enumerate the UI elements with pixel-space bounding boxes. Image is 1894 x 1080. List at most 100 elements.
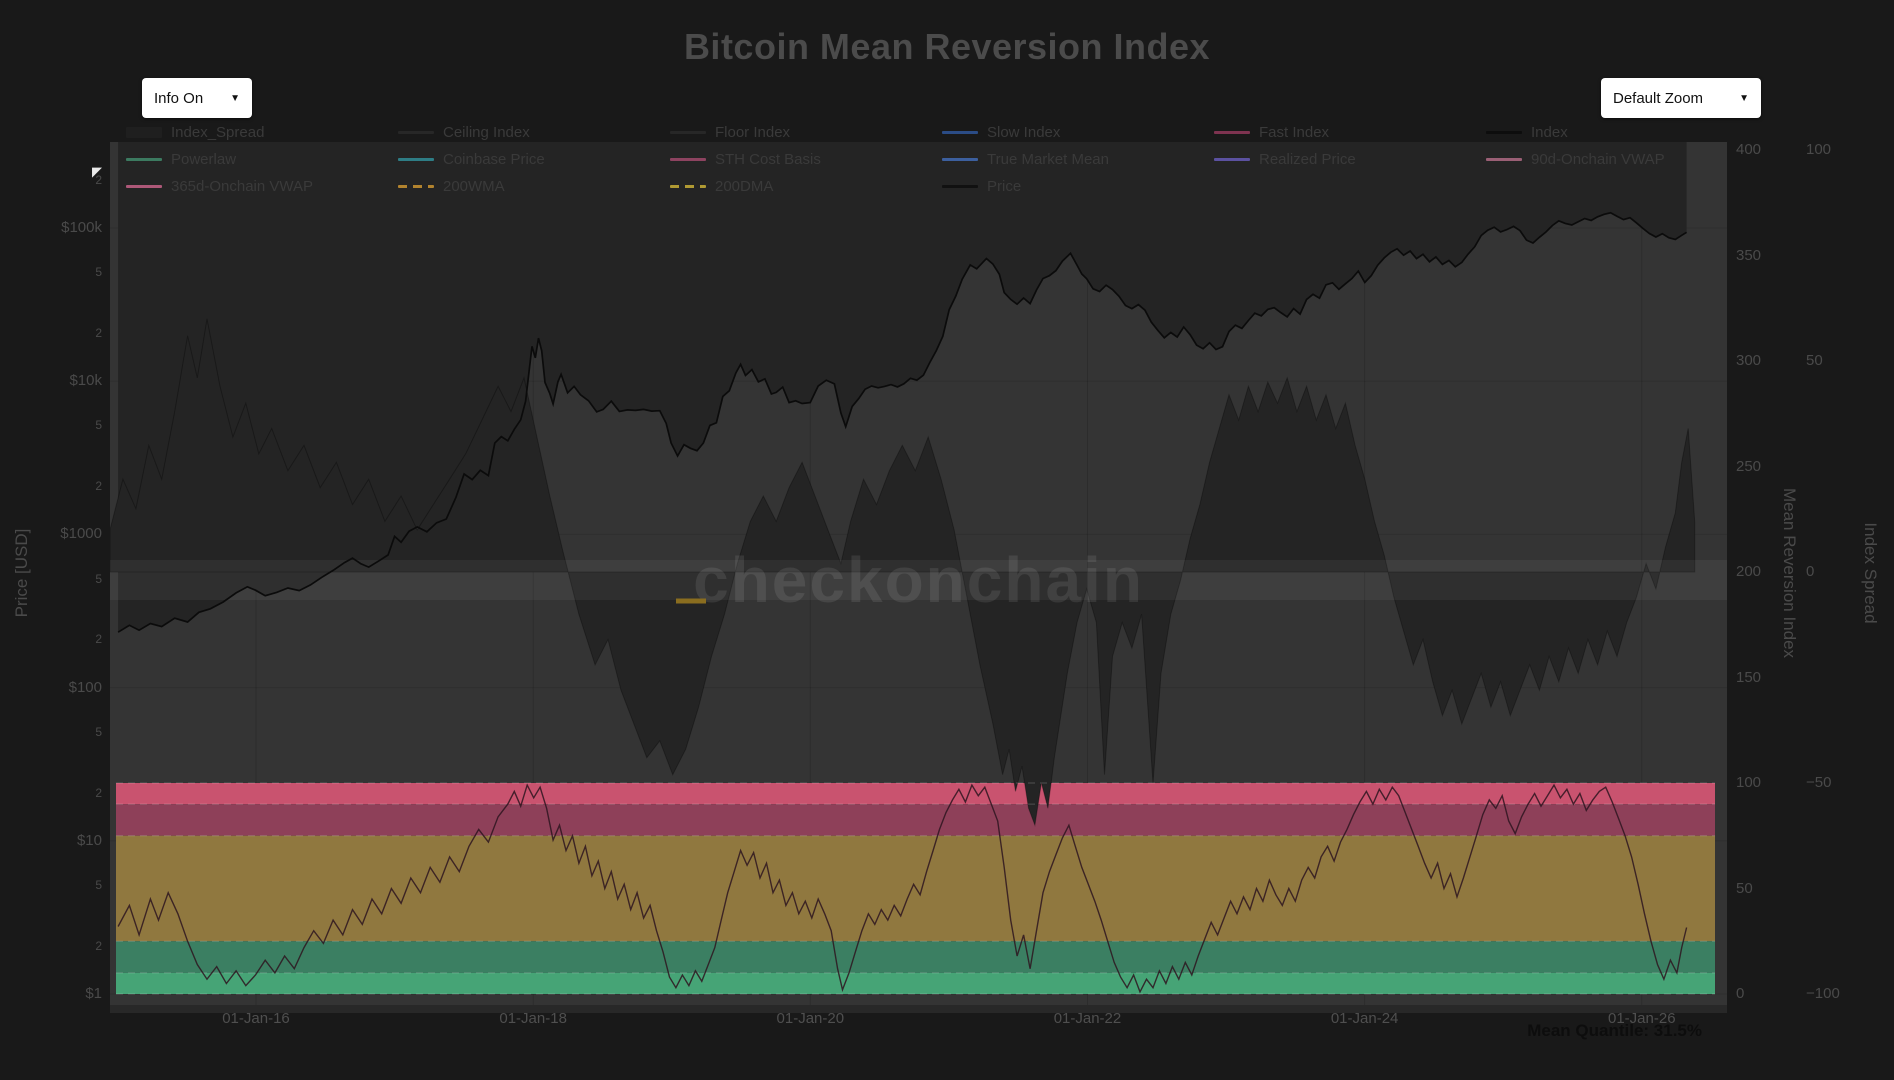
info-dropdown-label: Info On	[154, 89, 204, 107]
price-tick: 5	[95, 265, 102, 280]
legend-swatch-fast-index	[1214, 131, 1250, 134]
price-line	[117, 211, 1688, 633]
x-tick: 01-Jan-20	[776, 1010, 845, 1027]
legend-swatch-powerlaw	[126, 158, 162, 161]
legend-item-coinbase-price[interactable]: Coinbase Price	[382, 151, 654, 168]
legend-label: 365d-Onchain VWAP	[171, 178, 314, 195]
legend-label: Powerlaw	[171, 151, 237, 168]
price-tick: 2	[95, 326, 102, 341]
legend-swatch-index	[1486, 131, 1522, 134]
legend-item-sth-cost-basis[interactable]: STH Cost Basis	[654, 151, 926, 168]
x-tick: 01-Jan-24	[1330, 1010, 1399, 1027]
legend-item-price[interactable]: Price	[926, 178, 1198, 195]
price-tick: $10	[76, 831, 102, 849]
legend-swatch-slow-index	[942, 131, 978, 134]
legend-label: Slow Index	[987, 124, 1061, 141]
zoom-dropdown[interactable]: Default Zoom ▼	[1601, 78, 1761, 118]
legend-item-365d-onchain-vwap[interactable]: 365d-Onchain VWAP	[110, 178, 382, 195]
price-tick: 5	[95, 571, 102, 586]
legend-swatch-200wma	[398, 185, 434, 188]
legend-item-90d-onchain-vwap[interactable]: 90d-Onchain VWAP	[1470, 151, 1742, 168]
price-tick: $10k	[69, 372, 102, 390]
legend-label: Fast Index	[1259, 124, 1330, 141]
plot-area[interactable]: checkonchain	[110, 142, 1727, 1005]
legend-row-1: Index_Spread Ceiling Index Floor Index Slow…	[110, 119, 1770, 146]
mri-tick: 350	[1736, 246, 1762, 264]
legend-label: Index	[1531, 124, 1568, 141]
watermark: checkonchain	[693, 544, 1144, 616]
price-tick: $1000	[60, 525, 102, 543]
legend-label: Coinbase Price	[443, 151, 545, 168]
legend-swatch-floor-index	[670, 131, 706, 134]
mri-tick: 300	[1736, 352, 1762, 369]
price-tick: $100	[68, 678, 102, 696]
legend-swatch-index-spread	[126, 127, 162, 138]
quantile-band-very-low	[116, 972, 1715, 994]
legend-swatch-200dma	[670, 185, 706, 188]
legend-swatch-365d-onchain-vwap	[126, 185, 162, 188]
x-axis-strip	[110, 1005, 1727, 1013]
legend-item-index-spread[interactable]: Index_Spread	[110, 124, 382, 141]
price-tick: 2	[95, 632, 102, 647]
legend-item-true-market-mean[interactable]: True Market Mean	[926, 151, 1198, 168]
legend-label: Floor Index	[715, 124, 791, 141]
legend-swatch-price	[942, 185, 978, 188]
watermark-strip	[110, 560, 1727, 600]
mouse-cursor-icon: ◤	[92, 164, 102, 179]
mri-tick: 100	[1736, 774, 1762, 791]
mri-tick: 150	[1736, 668, 1762, 686]
legend-item-ceiling-index[interactable]: Ceiling Index	[382, 124, 654, 141]
price-tick: 5	[95, 418, 102, 433]
legend: Index_Spread Ceiling Index Floor Index Slow…	[110, 119, 1770, 200]
ceiling-fill	[118, 142, 1687, 633]
x-tick: 01-Jan-26	[1608, 1010, 1676, 1027]
legend-row-3: 365d-Onchain VWAP 200WMA 200DMA Price	[110, 173, 1770, 200]
mri-axis-title: Mean Reversion Index	[1780, 487, 1799, 659]
spread-tick: 100	[1806, 141, 1832, 158]
legend-label: 200DMA	[715, 178, 774, 195]
price-axis-title: Price [USD]	[12, 528, 31, 618]
spread-tick: −100	[1806, 985, 1840, 1002]
legend-item-200wma[interactable]: 200WMA	[382, 178, 654, 195]
mean-quantile-label: Mean Quantile: 31.5%	[1527, 1021, 1702, 1040]
legend-item-index[interactable]: Index	[1470, 124, 1742, 141]
mri-tick: 50	[1736, 879, 1753, 897]
page-title: Bitcoin Mean Reversion Index	[683, 26, 1211, 67]
legend-label: 200WMA	[443, 178, 505, 195]
info-dropdown[interactable]: Info On ▼	[142, 78, 252, 118]
spread-tick: 50	[1806, 352, 1823, 369]
legend-item-200dma[interactable]: 200DMA	[654, 178, 926, 195]
quantile-band-high	[116, 804, 1715, 836]
index-spread-area	[110, 318, 1696, 828]
legend-swatch-realized-price	[1214, 158, 1250, 161]
price-tick: 2	[95, 938, 102, 953]
price-tick: $1	[85, 985, 102, 1002]
chevron-down-icon: ▼	[1739, 92, 1749, 104]
legend-item-powerlaw[interactable]: Powerlaw	[110, 151, 382, 168]
legend-swatch-ceiling-index	[398, 131, 434, 134]
legend-swatch-coinbase-price	[398, 158, 434, 161]
legend-label: Ceiling Index	[443, 124, 530, 141]
quantile-band-very-high	[116, 783, 1715, 805]
legend-label: Realized Price	[1259, 151, 1356, 168]
legend-item-realized-price[interactable]: Realized Price	[1198, 151, 1470, 168]
legend-label: Price	[987, 178, 1022, 195]
zoom-dropdown-label: Default Zoom	[1613, 89, 1704, 107]
legend-row-2: Powerlaw Coinbase Price STH Cost Basis True…	[110, 146, 1770, 173]
spread-tick: −50	[1806, 774, 1832, 791]
mri-tick: 250	[1736, 457, 1762, 475]
price-tick: 2	[95, 172, 102, 187]
legend-swatch-90d-onchain-vwap	[1486, 158, 1522, 161]
price-tick: 5	[95, 877, 102, 892]
chevron-down-icon: ▼	[230, 92, 240, 104]
legend-item-fast-index[interactable]: Fast Index	[1198, 124, 1470, 141]
legend-label: STH Cost Basis	[715, 151, 821, 168]
mri-tick: 400	[1736, 141, 1762, 158]
legend-item-floor-index[interactable]: Floor Index	[654, 124, 926, 141]
legend-label: 90d-Onchain VWAP	[1531, 151, 1665, 168]
legend-label: True Market Mean	[987, 151, 1109, 168]
mri-tick: 0	[1736, 985, 1745, 1002]
legend-item-slow-index[interactable]: Slow Index	[926, 124, 1198, 141]
price-tick: 5	[95, 724, 102, 739]
price-tick: 2	[95, 479, 102, 494]
